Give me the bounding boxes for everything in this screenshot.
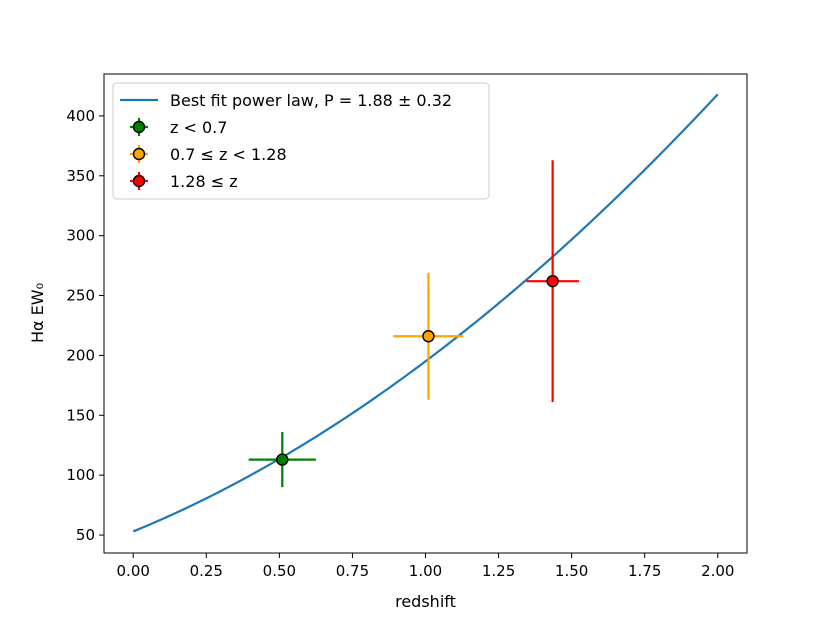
x-tick-label: 1.00 bbox=[409, 562, 442, 580]
series-2 bbox=[526, 160, 579, 403]
x-axis-title: redshift bbox=[395, 592, 456, 611]
x-tick-label: 0.00 bbox=[117, 562, 150, 580]
y-tick-label: 250 bbox=[66, 287, 95, 305]
y-tick-label: 400 bbox=[66, 107, 95, 125]
data-point bbox=[422, 330, 435, 343]
points-layer bbox=[248, 160, 579, 488]
legend-label: 1.28 ≤ z bbox=[170, 172, 238, 191]
legend-label: Best fit power law, P = 1.88 ± 0.32 bbox=[170, 91, 452, 110]
y-tick-label: 350 bbox=[66, 167, 95, 185]
fit-line bbox=[132, 93, 719, 533]
legend-box bbox=[112, 82, 490, 200]
x-tick-label: 2.00 bbox=[701, 562, 734, 580]
y-tick-label: 150 bbox=[66, 406, 95, 424]
legend-label: z < 0.7 bbox=[170, 118, 227, 137]
data-point bbox=[276, 453, 289, 466]
y-tick-label: 50 bbox=[76, 526, 95, 544]
x-tick-label: 1.75 bbox=[628, 562, 661, 580]
legend-marker bbox=[132, 174, 146, 188]
series-0 bbox=[248, 432, 316, 488]
legend-marker bbox=[132, 147, 146, 161]
x-tick-label: 0.25 bbox=[190, 562, 223, 580]
y-axis: 50 100 150 200 250 300 350 400 bbox=[66, 107, 104, 544]
legend-marker bbox=[132, 120, 146, 134]
fit-line-layer bbox=[132, 93, 719, 533]
x-tick-label: 0.50 bbox=[263, 562, 296, 580]
legend: Best fit power law, P = 1.88 ± 0.32 z < 0… bbox=[112, 82, 490, 200]
x-tick-label: 0.75 bbox=[336, 562, 369, 580]
y-tick-label: 300 bbox=[66, 227, 95, 245]
x-tick-label: 1.50 bbox=[555, 562, 588, 580]
legend-label: 0.7 ≤ z < 1.28 bbox=[170, 145, 287, 164]
y-tick-label: 100 bbox=[66, 466, 95, 484]
x-tick-label: 1.25 bbox=[482, 562, 515, 580]
series-1 bbox=[393, 272, 464, 400]
data-point bbox=[546, 274, 559, 288]
y-axis-title: Hα EW₀ bbox=[28, 283, 47, 343]
x-axis: 0.00 0.25 0.50 0.75 1.00 1.25 1.50 1.75 2.00 bbox=[117, 553, 734, 580]
y-tick-label: 200 bbox=[66, 346, 95, 364]
